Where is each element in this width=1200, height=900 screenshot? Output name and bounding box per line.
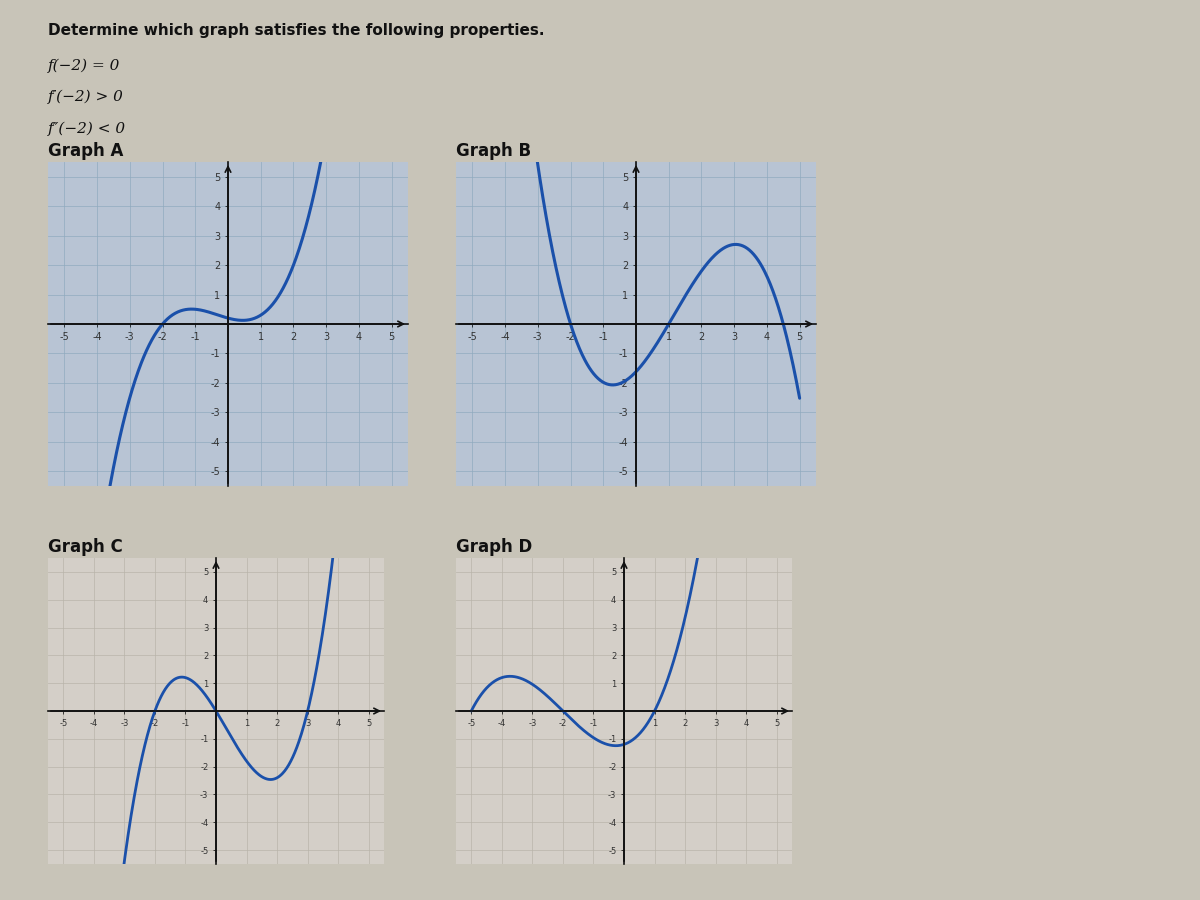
Text: Graph A: Graph A	[48, 142, 124, 160]
Text: Graph D: Graph D	[456, 538, 533, 556]
Text: f(−2) = 0: f(−2) = 0	[48, 58, 120, 73]
Text: Graph C: Graph C	[48, 538, 122, 556]
Text: Determine which graph satisfies the following properties.: Determine which graph satisfies the foll…	[48, 22, 545, 38]
Text: f″(−2) < 0: f″(−2) < 0	[48, 122, 126, 136]
Text: f′(−2) > 0: f′(−2) > 0	[48, 90, 124, 104]
Text: Graph B: Graph B	[456, 142, 532, 160]
